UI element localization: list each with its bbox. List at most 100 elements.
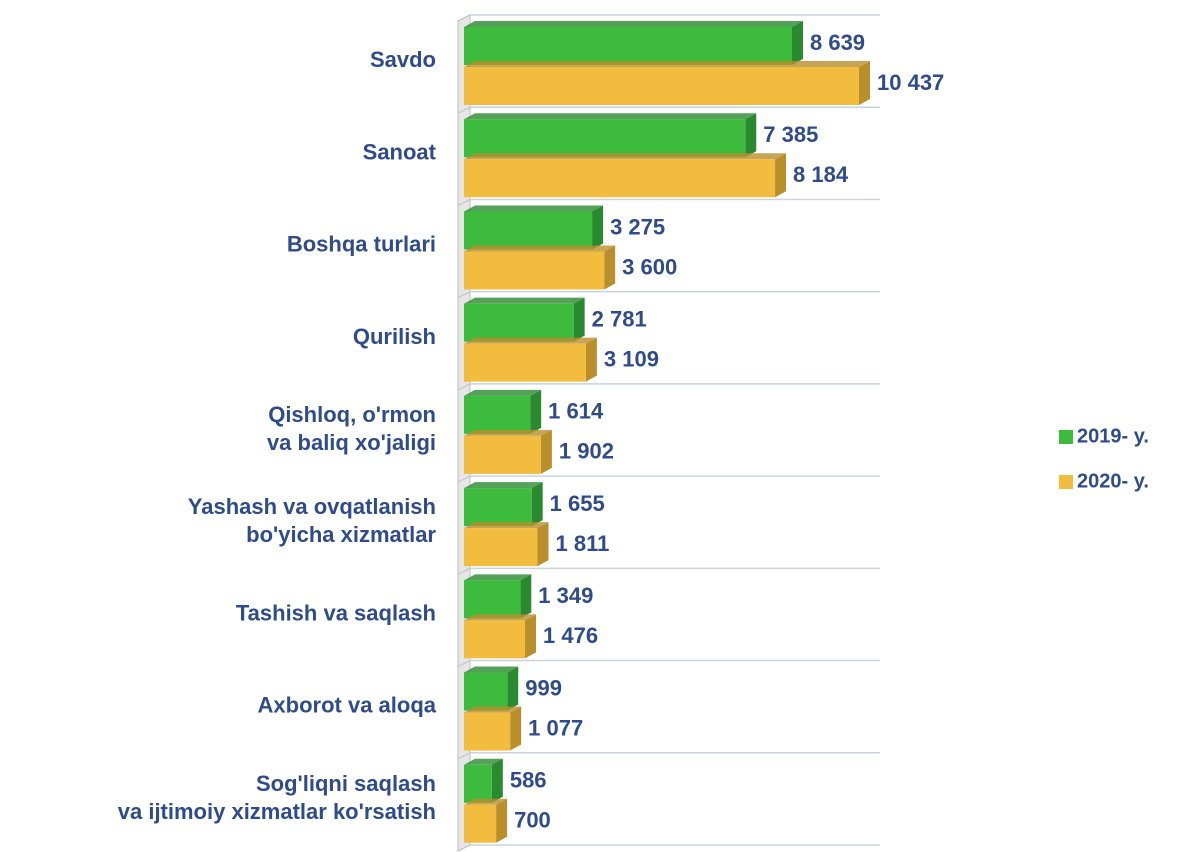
category-label: Sanoat [363,139,437,164]
bar-side [537,522,549,567]
bar-side [791,21,803,65]
grid-line [457,475,471,483]
category-label: Axborot va aloqa [258,692,437,717]
category-label-line: Qurilish [353,324,436,349]
grid-line [457,14,471,22]
bar-top [464,706,522,713]
bar-side [585,337,597,382]
bar [464,528,538,567]
bar [464,580,521,619]
category-label: Savdo [370,47,436,72]
bar [464,395,531,434]
category-label-line: va baliq xo'jaligi [267,430,436,455]
bar [464,251,605,290]
bar [464,712,511,751]
grid-line [457,383,471,391]
bar-top [464,61,871,67]
bar [464,343,586,382]
value-label: 1 655 [550,491,605,516]
value-label: 1 811 [556,531,610,556]
bar [464,804,497,843]
bar-top [464,758,503,765]
bar [464,620,526,659]
bar-top [464,337,597,344]
bar-top [464,522,549,529]
value-label: 1 476 [543,623,598,648]
grid-line [457,660,471,668]
category-label-line: bo'yicha xizmatlar [246,522,436,547]
legend-label: 2020- y. [1077,470,1149,492]
bar-top [464,482,543,489]
bar-side [525,614,537,659]
category-label-line: Qishloq, o'rmon [268,402,436,427]
bar-top [464,205,604,212]
category-label: Sog'liqni saqlash va ijtimoiy xizmatlar k… [118,771,436,824]
grid-line [457,106,471,114]
bar [464,435,541,474]
category-label-line: Yashash va ovqatlanish [188,494,436,519]
value-label: 7 385 [763,122,818,147]
category-label-line: Savdo [370,47,436,72]
bar-top [464,297,585,304]
category-label-line: Sanoat [363,139,437,164]
bar-side [510,706,522,751]
bar-side [491,758,503,803]
bar [464,27,792,65]
category-label: Boshqa turlari [287,231,436,256]
category-label: Qurilish [353,324,436,349]
bar-side [530,389,542,434]
value-label: 2 781 [592,306,647,331]
bar-top [464,574,532,581]
bar-side [745,113,757,158]
bar [464,159,776,198]
bar-top [464,429,552,436]
value-label: 8 184 [793,162,849,187]
bar-side [507,666,519,711]
legend-label: 2019- y. [1077,425,1149,447]
value-label: 3 275 [610,214,665,239]
bar-side [859,61,871,105]
bar [464,672,508,711]
legend-swatch [1059,475,1073,489]
grid-line [457,844,471,852]
value-label: 1 077 [528,715,583,740]
value-label: 10 437 [877,70,944,95]
bar [464,67,860,105]
grid-line [457,752,471,760]
category-label-line: Boshqa turlari [287,231,436,256]
bar [464,119,746,158]
bar-side [496,798,508,843]
bar-top [464,614,537,621]
bar-top [464,245,616,252]
value-label: 3 600 [622,254,677,279]
bar-top [464,666,519,673]
value-label: 586 [510,768,547,793]
value-label: 999 [525,675,562,700]
bar-side [573,297,585,342]
grid-line [457,567,471,575]
bar-side [592,205,604,250]
bar-side [775,153,787,198]
bar-top [464,153,787,160]
category-label: Qishloq, o'rmon va baliq xo'jaligi [267,402,436,455]
value-label: 3 109 [604,346,659,371]
category-label: Yashash va ovqatlanish bo'yicha xizmatlar [188,494,437,547]
bar-top [464,798,508,805]
value-label: 1 349 [538,583,593,608]
bar-top [464,21,803,27]
bar-top [464,389,542,396]
legend-swatch [1059,430,1073,444]
category-label-line: Tashish va saqlash [236,600,436,625]
category-label-line: va ijtimoiy xizmatlar ko'rsatish [118,799,436,824]
value-label: 700 [514,808,551,833]
category-label: Tashish va saqlash [236,600,436,625]
value-label: 1 614 [548,399,604,424]
value-label: 8 639 [810,30,865,55]
grid-line [457,291,471,299]
bar-top [464,113,757,120]
bar [464,303,574,342]
category-label-line: Axborot va aloqa [258,692,437,717]
grid-line [457,198,471,206]
category-label-line: Sog'liqni saqlash [256,771,436,796]
